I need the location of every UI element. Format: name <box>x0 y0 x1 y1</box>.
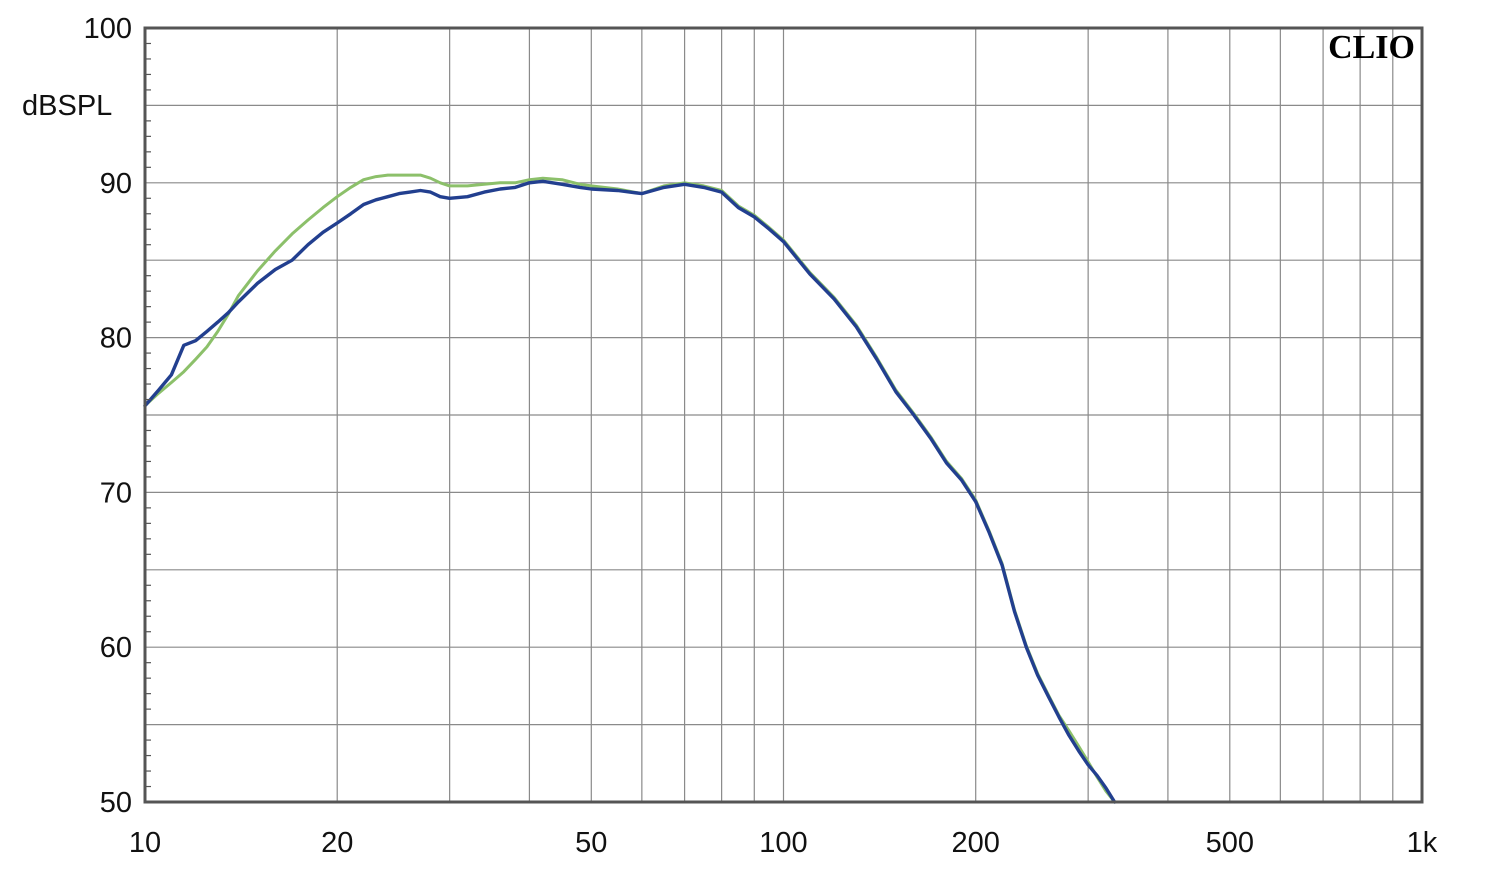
x-tick-label: 50 <box>575 827 607 859</box>
clio-brand-label: CLIO <box>1328 29 1415 66</box>
series-layer <box>143 173 1117 804</box>
x-axis-tick-labels: 10 20 50 100 200 500 1k <box>129 827 1438 859</box>
y-tick-label: 80 <box>100 323 132 355</box>
y-tick-label: 50 <box>100 787 132 819</box>
y-axis-label: dBSPL <box>22 90 112 122</box>
x-tick-label: 20 <box>321 827 353 859</box>
y-tick-label: 100 <box>84 13 132 45</box>
x-tick-label: 500 <box>1206 827 1254 859</box>
plot-frame <box>143 26 1424 804</box>
y-axis-tick-labels: 100 90 80 70 60 50 <box>84 13 132 819</box>
y-axis-minor-ticks <box>145 42 151 788</box>
y-tick-label: 60 <box>100 632 132 664</box>
y-tick-label: 70 <box>100 477 132 509</box>
y-tick-label: 90 <box>100 168 132 200</box>
x-tick-label: 100 <box>759 827 807 859</box>
x-tick-label: 10 <box>129 827 161 859</box>
grid-major-lines <box>145 104 1422 726</box>
x-tick-label: 200 <box>952 827 1000 859</box>
x-tick-label: 1k <box>1407 827 1438 859</box>
series-line-blue <box>143 179 1117 804</box>
series-line-green <box>143 173 1117 804</box>
